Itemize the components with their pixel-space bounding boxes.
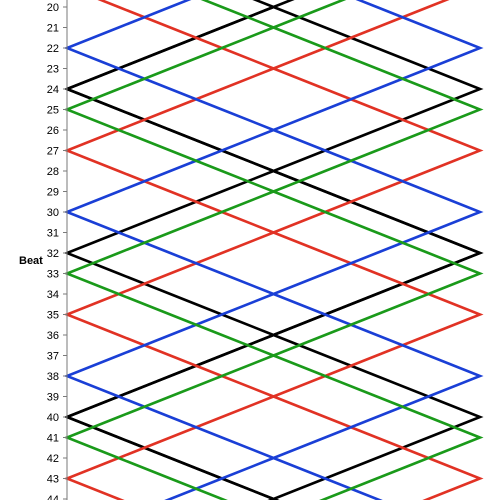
series-line-2	[63, 5, 484, 500]
y-tick-label: 32	[47, 248, 59, 260]
y-tick-labels: 20 21 22 23 24 25 26 27 28 29 30 31 32 33 34 35 36 37 38 39…	[47, 2, 59, 500]
y-tick-label: 34	[47, 289, 59, 301]
y-tick-label: 31	[47, 228, 59, 240]
y-tick-label: 38	[47, 371, 59, 383]
series-line-1	[63, 0, 484, 500]
y-tick-label: 33	[47, 269, 59, 281]
y-tick-label: 35	[47, 310, 59, 322]
y-tick-label: 20	[47, 2, 59, 14]
y-tick-label: 44	[47, 494, 59, 500]
y-tick-label: 39	[47, 392, 59, 404]
y-tick-label: 43	[47, 474, 59, 486]
series-line-8	[63, 0, 484, 500]
y-tick-label: 25	[47, 105, 59, 117]
y-tick-label: 24	[47, 84, 59, 96]
y-tick-label: 42	[47, 453, 59, 465]
y-axis	[63, 0, 68, 500]
y-tick-label: 37	[47, 351, 59, 363]
y-tick-label: 29	[47, 187, 59, 199]
y-tick-label: 41	[47, 433, 59, 445]
series-layer	[63, 0, 484, 500]
y-axis-label: Beat	[19, 255, 43, 267]
y-tick-label: 28	[47, 166, 59, 178]
series-line-4	[63, 0, 484, 500]
series-line-3	[63, 0, 484, 500]
y-tick-label: 27	[47, 146, 59, 158]
y-tick-label: 26	[47, 125, 59, 137]
y-tick-label: 30	[47, 207, 59, 219]
y-tick-label: 21	[47, 23, 59, 35]
series-line-9	[63, 0, 484, 500]
y-tick-label: 40	[47, 412, 59, 424]
y-tick-label: 36	[47, 330, 59, 342]
y-tick-label: 22	[47, 43, 59, 55]
y-tick-label: 23	[47, 64, 59, 76]
series-line-7	[63, 0, 484, 500]
series-line-6	[63, 0, 484, 500]
series-line-5	[63, 0, 484, 500]
